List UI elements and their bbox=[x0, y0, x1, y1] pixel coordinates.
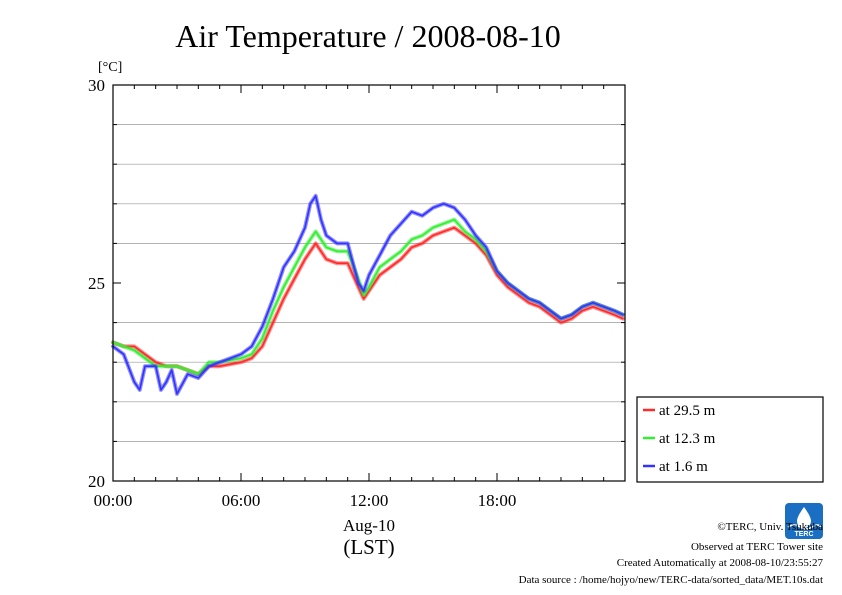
chart-title: Air Temperature / 2008-08-10 bbox=[175, 18, 561, 54]
legend-label-1-6m: at 1.6 m bbox=[659, 459, 708, 475]
grid bbox=[113, 124, 625, 442]
legend: at 29.5 m at 12.3 m at 1.6 m bbox=[636, 396, 824, 483]
x-tick-label-0000: 00:00 bbox=[94, 491, 133, 510]
x-tick-label-1800: 18:00 bbox=[478, 491, 517, 510]
series-lines bbox=[111, 193, 625, 396]
terc-logo: TERC bbox=[785, 503, 823, 539]
legend-box bbox=[636, 396, 824, 483]
x-axis-date-label: Aug-10 bbox=[343, 516, 395, 535]
series-line-1-6m bbox=[112, 195, 624, 395]
logo-text: TERC bbox=[794, 531, 813, 538]
y-tick-label-25: 25 bbox=[88, 274, 105, 293]
footer-created: Created Automatically at 2008-08-10/23:5… bbox=[617, 557, 824, 569]
footer-copyright: ©TERC, Univ. Tsukuba bbox=[717, 521, 823, 533]
y-axis-unit: [°C] bbox=[98, 60, 122, 75]
footer-source: Data source : /home/hojyo/new/TERC-data/… bbox=[519, 574, 823, 586]
x-axis-timezone-label: (LST) bbox=[343, 535, 394, 559]
y-tick-label-20: 20 bbox=[88, 472, 105, 491]
x-tick-label-0600: 06:00 bbox=[222, 491, 261, 510]
legend-label-12-3m: at 12.3 m bbox=[659, 431, 716, 447]
axis-ticks bbox=[112, 84, 626, 482]
wave-icon bbox=[787, 524, 822, 530]
legend-label-29-5m: at 29.5 m bbox=[659, 403, 716, 419]
water-drop-icon bbox=[797, 507, 811, 528]
y-tick-label-30: 30 bbox=[88, 76, 105, 95]
footer-observed: Observed at TERC Tower site bbox=[691, 541, 823, 553]
x-tick-label-1200: 12:00 bbox=[350, 491, 389, 510]
